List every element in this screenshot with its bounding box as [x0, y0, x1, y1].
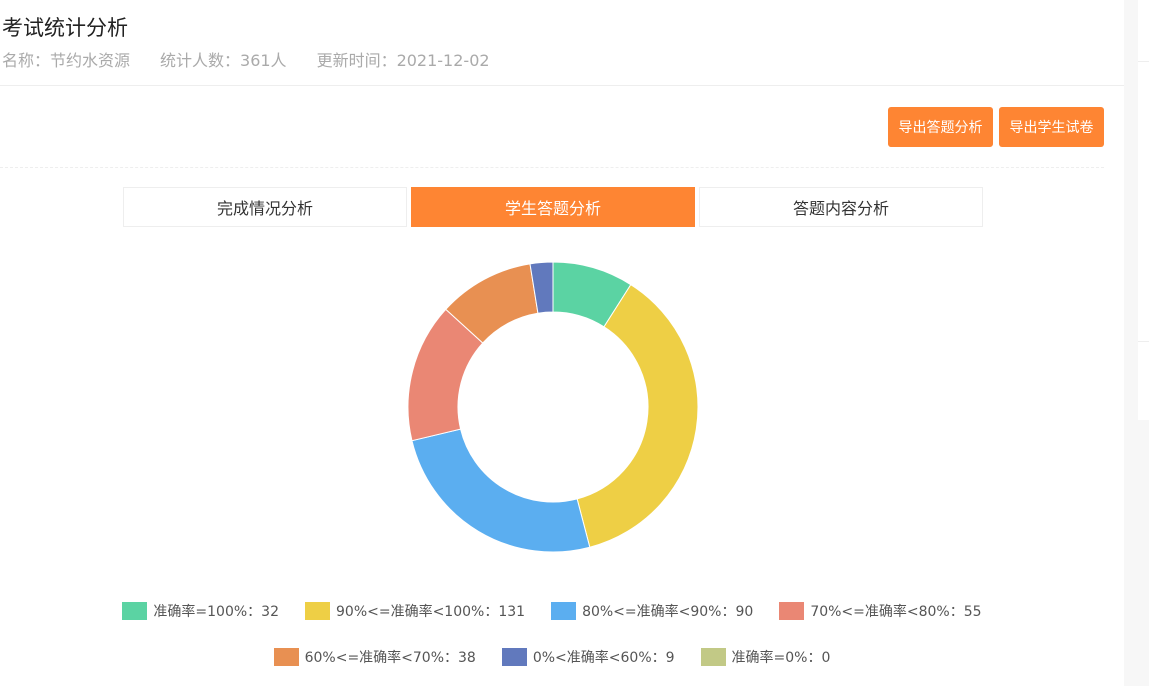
donut-slice-1[interactable]	[576, 283, 699, 548]
update-time: 更新时间：2021-12-02	[316, 51, 490, 70]
tab-answer-content-analysis[interactable]: 答题内容分析	[699, 187, 983, 227]
exam-name: 名称：节约水资源	[2, 51, 131, 70]
page-title: 考试统计分析	[2, 16, 128, 40]
legend-swatch	[273, 648, 299, 666]
side-panel-bottom	[1138, 420, 1149, 686]
exam-meta: 名称：节约水资源 统计人数：361人 更新时间：2021-12-02	[2, 47, 490, 71]
legend-swatch	[551, 602, 577, 620]
legend-item[interactable]: 70%<=准确率<80%：55	[779, 601, 982, 621]
export-papers-button[interactable]: 导出学生试卷	[999, 107, 1104, 147]
legend-label: 准确率=0%：0	[731, 650, 831, 666]
legend-label: 90%<=准确率<100%：131	[336, 604, 526, 620]
legend-swatch	[305, 602, 330, 620]
export-analysis-button[interactable]: 导出答题分析	[888, 107, 993, 147]
legend-item[interactable]: 90%<=准确率<100%：131	[305, 601, 525, 621]
donut-slice-5[interactable]	[529, 261, 554, 314]
legend-item[interactable]: 准确率=100%：32	[122, 601, 279, 621]
legend-swatch	[700, 648, 726, 666]
legend-label: 80%<=准确率<90%：90	[582, 604, 754, 620]
tab-completion-analysis[interactable]: 完成情况分析	[123, 187, 407, 227]
legend-label: 0%<准确率<60%：9	[532, 650, 675, 666]
divider	[0, 85, 1124, 86]
legend-swatch	[501, 648, 527, 666]
side-panel	[1138, 0, 1149, 420]
legend-swatch	[122, 602, 148, 620]
legend-row: 60%<=准确率<70%：38 0%<准确率<60%：9 准确率=0%：0	[0, 647, 1104, 667]
divider	[0, 167, 1104, 168]
legend-item[interactable]: 0%<准确率<60%：9	[501, 647, 675, 667]
student-count: 统计人数：361人	[160, 51, 287, 70]
scroll-gutter	[1124, 0, 1138, 686]
legend-item[interactable]: 80%<=准确率<90%：90	[551, 601, 753, 621]
legend-swatch	[779, 602, 805, 620]
legend-item[interactable]: 60%<=准确率<70%：38	[273, 647, 476, 667]
donut-chart	[407, 261, 699, 553]
legend-label: 准确率=100%：32	[153, 604, 279, 620]
legend-label: 60%<=准确率<70%：38	[304, 650, 476, 666]
legend-row: 准确率=100%：32 90%<=准确率<100%：131 80%<=准确率<90%…	[0, 601, 1104, 621]
donut-slice-2[interactable]	[411, 428, 591, 553]
legend-item[interactable]: 准确率=0%：0	[700, 647, 831, 667]
tab-student-answer-analysis[interactable]: 学生答题分析	[411, 187, 695, 227]
legend-label: 70%<=准确率<80%：55	[810, 604, 982, 620]
